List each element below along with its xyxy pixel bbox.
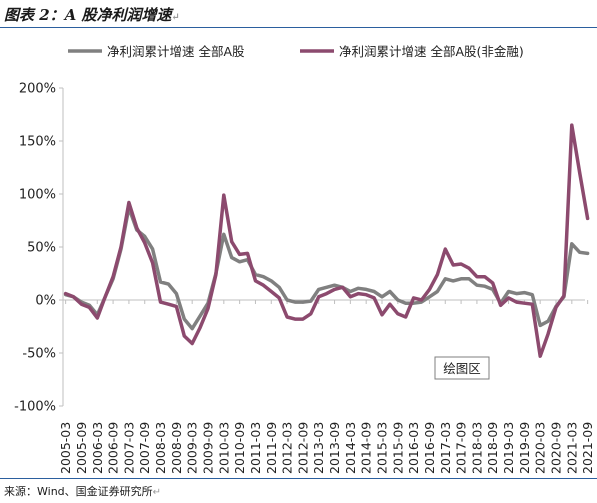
x-tick-label: 2016-03 [406,422,421,474]
x-tick-label: 2011-09 [264,422,279,474]
series-lines [63,123,590,358]
x-tick-label: 2007-03 [121,422,136,474]
plot-area-callout: 绘图区 [434,356,490,380]
x-tick-label: 2007-09 [137,422,152,474]
x-tick-label: 2010-03 [216,422,231,474]
x-tick-label: 2013-09 [327,422,342,474]
y-tick-label: 0% [35,294,56,309]
series-line-all [63,206,590,331]
y-tick-label: -100% [14,400,56,415]
plot-area-callout-text: 绘图区 [443,361,481,376]
x-tick-label: 2019-03 [501,422,516,474]
x-tick-label: 2012-03 [280,422,295,474]
x-tick-label: 2019-09 [517,422,532,474]
x-tick-label: 2009-09 [201,422,216,474]
x-tick-label: 2021-09 [580,422,595,474]
x-tick-label: 2018-03 [469,422,484,474]
x-tick-label: 2013-03 [311,422,326,474]
line-chart: 净利润累计增速 全部A股 净利润累计增速 全部A股(非金融) -100% -50%… [14,44,595,474]
x-tick-label: 2021-03 [564,422,579,474]
x-tick-label: 2017-09 [454,422,469,474]
x-tick-label: 2005-09 [74,422,89,474]
x-tick-label: 2008-03 [153,422,168,474]
legend-label-ex-fin: 净利润累计增速 全部A股(非金融) [339,44,524,59]
x-tick-label: 2014-09 [359,422,374,474]
y-tick-label: 150% [19,135,56,150]
legend: 净利润累计增速 全部A股 净利润累计增速 全部A股(非金融) [68,44,524,59]
plot-area-callout-box [434,356,490,380]
source-rule [0,478,597,479]
x-tick-label: 2015-09 [390,422,405,474]
figure-title: 图表 2：A 股净利润增速↵ [4,4,180,25]
x-tick-label: 2010-09 [232,422,247,474]
x-tick-label: 2012-09 [295,422,310,474]
x-tick-label: 2020-03 [533,422,548,474]
x-tick-label: 2005-03 [58,422,73,474]
y-tick-label: 50% [27,241,56,256]
x-tick-label: 2008-09 [169,422,184,474]
x-tick-label: 2020-09 [549,422,564,474]
x-tick-label: 2009-03 [185,422,200,474]
series-line-ex-fin [63,123,590,358]
return-mark: ↵ [171,12,180,23]
x-tick-label: 2018-09 [485,422,500,474]
x-axis: 2005-03 2005-09 2006-03 2006-09 2007-03 2007-… [58,299,595,474]
x-tick-label: 2006-09 [106,422,121,474]
figure-title-text: 图表 2：A 股净利润增速 [4,6,172,24]
title-rule [0,27,597,28]
y-tick-label: 200% [19,82,56,97]
y-axis: -100% -50% 0% 50% 100% 150% 200% [14,82,64,415]
source-text: 来源：Wind、国金证券研究所 [4,485,153,498]
x-tick-label: 2011-03 [248,422,263,474]
x-tick-label: 2016-09 [422,422,437,474]
x-tick-label: 2017-03 [438,422,453,474]
y-tick-label: 100% [19,188,56,203]
legend-label-all: 净利润累计增速 全部A股 [107,44,245,59]
source-return-mark: ↵ [152,487,162,498]
x-tick-label: 2015-03 [375,422,390,474]
x-tick-label: 2006-03 [90,422,105,474]
x-tick-label: 2014-03 [343,422,358,474]
source-note: 来源：Wind、国金证券研究所↵ [4,483,161,499]
y-tick-label: -50% [22,347,56,362]
